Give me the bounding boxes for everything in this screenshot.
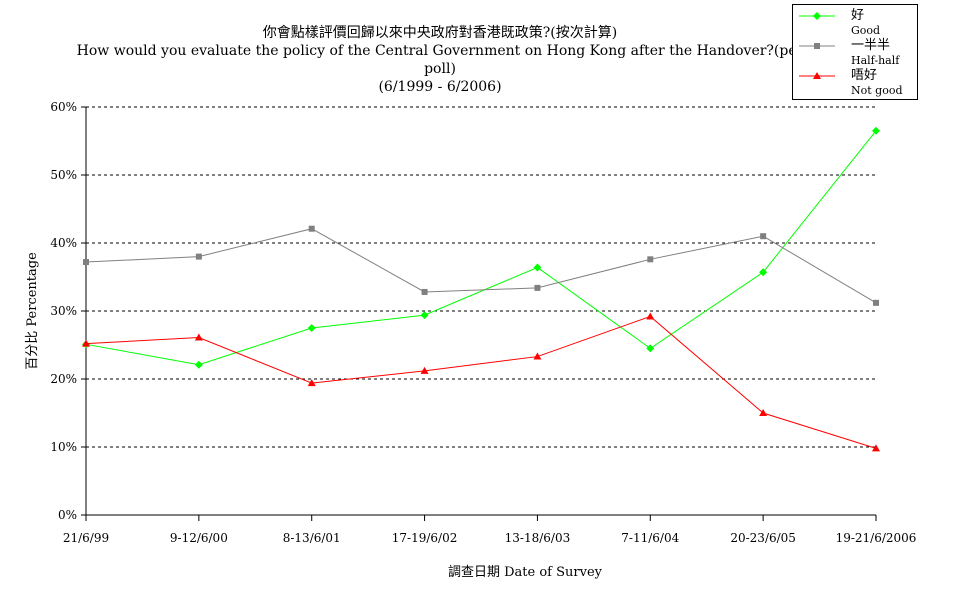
chart-legend: 好 Good 一半半 Half-half 唔好 Not good	[792, 4, 918, 100]
y-tick-label-20: 20%	[50, 372, 77, 386]
data-point-not-good-4	[533, 352, 542, 360]
legend-item-not-good: 唔好 Not good	[793, 68, 917, 98]
data-point-half-half-7	[873, 299, 879, 306]
data-point-half-half-4	[534, 284, 541, 291]
x-tick-label-0: 21/6/99	[63, 531, 109, 545]
data-point-not-good-1	[194, 333, 203, 341]
x-tick-label-1: 9-12/6/00	[170, 531, 228, 545]
data-point-half-half-2	[308, 225, 315, 232]
legend-label-not-good: 唔好	[851, 68, 878, 83]
x-axis-label: 調查日期 Date of Survey	[448, 565, 603, 580]
data-point-good-6	[759, 268, 768, 277]
series-line-half-half	[85, 228, 877, 304]
legend-label-half-half-en: Half-half	[851, 54, 900, 67]
x-tick-label-7: 19-21/6/2006	[836, 531, 917, 545]
y-tick-label-0: 0%	[58, 508, 77, 522]
series-line-not-good	[85, 315, 877, 449]
x-tick-label-3: 17-19/6/02	[392, 531, 458, 545]
data-point-not-good-2	[307, 379, 316, 387]
y-tick-label-50: 50%	[50, 168, 77, 182]
chart-title: 你會點樣評價回歸以來中央政府對香港既政策?(按次計算)	[262, 25, 618, 41]
y-tick-label-30: 30%	[50, 304, 77, 318]
data-point-not-good-0	[82, 339, 90, 347]
legend-label-good: 好	[851, 8, 865, 23]
data-point-good-1	[194, 360, 203, 369]
x-tick-label-4: 13-18/6/03	[505, 531, 571, 545]
x-tick-label-5: 7-11/6/04	[621, 531, 679, 545]
y-tick-label-10: 10%	[50, 440, 77, 454]
legend-item-half-half: 一半半 Half-half	[793, 38, 917, 68]
x-tick-label-6: 20-23/6/05	[730, 531, 796, 545]
data-point-half-half-6	[760, 233, 767, 240]
y-tick-label-60: 60%	[50, 100, 77, 114]
data-point-half-half-3	[421, 288, 428, 295]
series-line-good	[85, 130, 877, 366]
legend-label-not-good-en: Not good	[851, 84, 903, 97]
data-point-not-good-3	[420, 366, 429, 374]
chart-subtitle: How would you evaluate the policy of the…	[76, 43, 804, 77]
data-point-half-half-5	[647, 256, 654, 263]
y-axis-label: 百分比 Percentage	[25, 252, 40, 370]
legend-label-good-en: Good	[851, 24, 881, 37]
legend-item-good: 好 Good	[793, 8, 917, 38]
data-point-not-good-7	[872, 444, 880, 452]
legend-label-half-half: 一半半	[851, 38, 891, 53]
data-point-good-7	[872, 126, 880, 135]
legend-swatch-good	[799, 12, 835, 20]
data-point-good-4	[533, 263, 542, 272]
x-tick-label-2: 8-13/6/01	[283, 531, 341, 545]
chart-title-block: 你會點樣評價回歸以來中央政府對香港既政策?(按次計算) How would yo…	[60, 24, 820, 96]
data-point-not-good-6	[759, 409, 768, 416]
y-tick-label-40: 40%	[50, 236, 77, 250]
data-point-good-2	[307, 324, 316, 332]
data-point-half-half-1	[195, 253, 202, 260]
data-point-good-5	[646, 344, 655, 353]
legend-swatch-half-half	[799, 43, 835, 49]
chart-period: (6/1999 - 6/2006)	[378, 79, 502, 95]
legend-swatch-not-good	[799, 72, 835, 79]
data-point-not-good-5	[646, 312, 655, 320]
data-point-half-half-0	[83, 259, 89, 266]
data-point-good-3	[420, 311, 429, 320]
